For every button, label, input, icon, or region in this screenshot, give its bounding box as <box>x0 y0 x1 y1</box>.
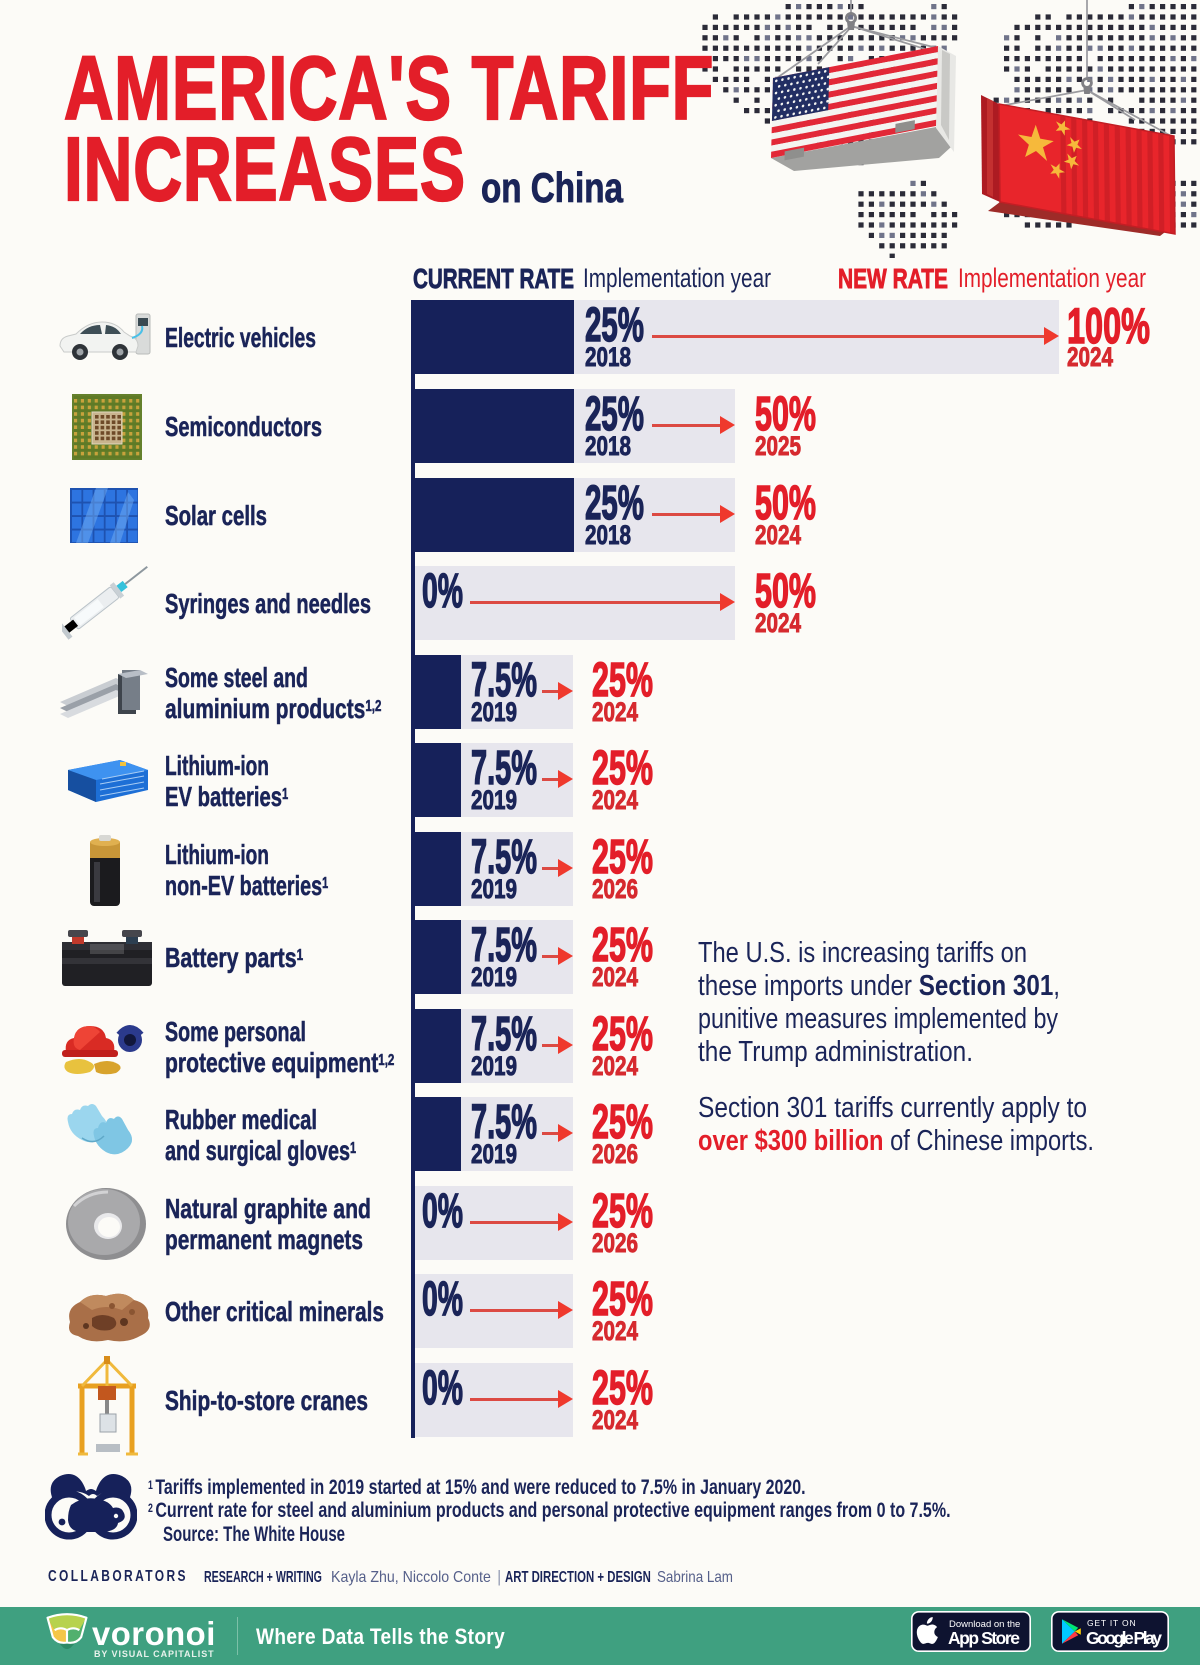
svg-text:Google Play: Google Play <box>1086 1628 1162 1648</box>
svg-text:Download on the: Download on the <box>949 1619 1020 1630</box>
svg-text:App Store: App Store <box>948 1628 1020 1648</box>
svg-text:GET IT ON: GET IT ON <box>1087 1618 1136 1628</box>
